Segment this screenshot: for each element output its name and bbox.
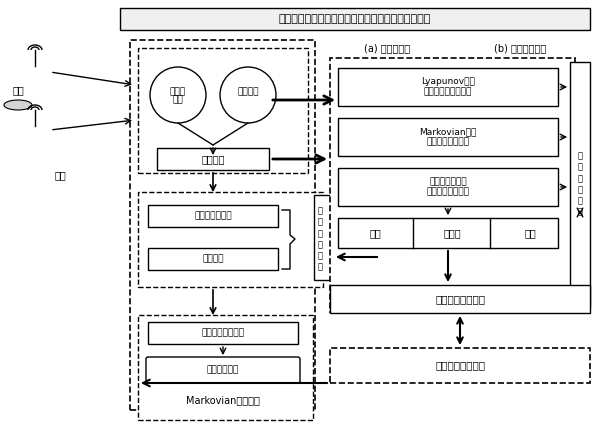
FancyBboxPatch shape	[330, 285, 590, 313]
Text: 确定系统: 确定系统	[202, 254, 224, 263]
Circle shape	[220, 67, 276, 123]
Ellipse shape	[4, 100, 32, 110]
Text: 基于多信道通信的控制系统错序建模和系统优化控制: 基于多信道通信的控制系统错序建模和系统优化控制	[279, 14, 431, 24]
Text: 二次控制性能指标: 二次控制性能指标	[435, 294, 485, 304]
Text: Lyapunov方法
（多滞后状态函数）: Lyapunov方法 （多滞后状态函数）	[421, 77, 475, 97]
Bar	[138, 48, 308, 173]
FancyBboxPatch shape	[338, 218, 558, 248]
Text: Markovian理论
（随机信道矩阵）: Markovian理论 （随机信道矩阵）	[419, 127, 476, 147]
Text: 在线: 在线	[54, 170, 66, 180]
Text: (a) 多信道错序: (a) 多信道错序	[364, 43, 410, 53]
Text: 网络控制系统建模: 网络控制系统建模	[435, 360, 485, 370]
Bar	[138, 192, 323, 287]
Text: 执行最新信号算子: 执行最新信号算子	[202, 329, 245, 338]
FancyBboxPatch shape	[338, 118, 558, 156]
Text: 在线: 在线	[369, 228, 381, 238]
FancyBboxPatch shape	[148, 205, 278, 227]
Text: (b) 控制系统性能: (b) 控制系统性能	[494, 43, 546, 53]
FancyBboxPatch shape	[120, 8, 590, 30]
Circle shape	[150, 67, 206, 123]
Text: 错序识别: 错序识别	[237, 87, 259, 97]
Text: 实时: 实时	[524, 228, 536, 238]
Text: Markovian系统建模: Markovian系统建模	[186, 395, 260, 405]
Text: 多信道: 多信道	[170, 87, 186, 97]
FancyBboxPatch shape	[148, 322, 298, 344]
Text: 通信: 通信	[173, 95, 184, 104]
FancyBboxPatch shape	[570, 62, 590, 307]
Bar	[138, 315, 313, 420]
Text: 建
模
系
统
确
定: 建 模 系 统 确 定	[317, 207, 323, 271]
Text: 保性能控制方法
（性能指标时变）: 保性能控制方法 （性能指标时变）	[427, 177, 470, 197]
FancyBboxPatch shape	[157, 148, 269, 170]
FancyBboxPatch shape	[314, 195, 332, 280]
Bar	[330, 348, 590, 383]
Text: 网络: 网络	[12, 85, 24, 95]
FancyBboxPatch shape	[148, 248, 278, 270]
Bar	[330, 58, 575, 313]
FancyBboxPatch shape	[146, 357, 300, 383]
Text: 参数不确定系统: 参数不确定系统	[194, 212, 232, 220]
Text: 错序建模: 错序建模	[201, 154, 225, 164]
Bar	[130, 40, 315, 410]
FancyBboxPatch shape	[338, 68, 558, 106]
FancyBboxPatch shape	[338, 168, 558, 206]
Text: 自适应: 自适应	[443, 228, 461, 238]
Text: 系
统
建
模
方
法: 系 统 建 模 方 法	[577, 152, 583, 216]
Text: 随机信道矩阵: 随机信道矩阵	[207, 365, 239, 374]
